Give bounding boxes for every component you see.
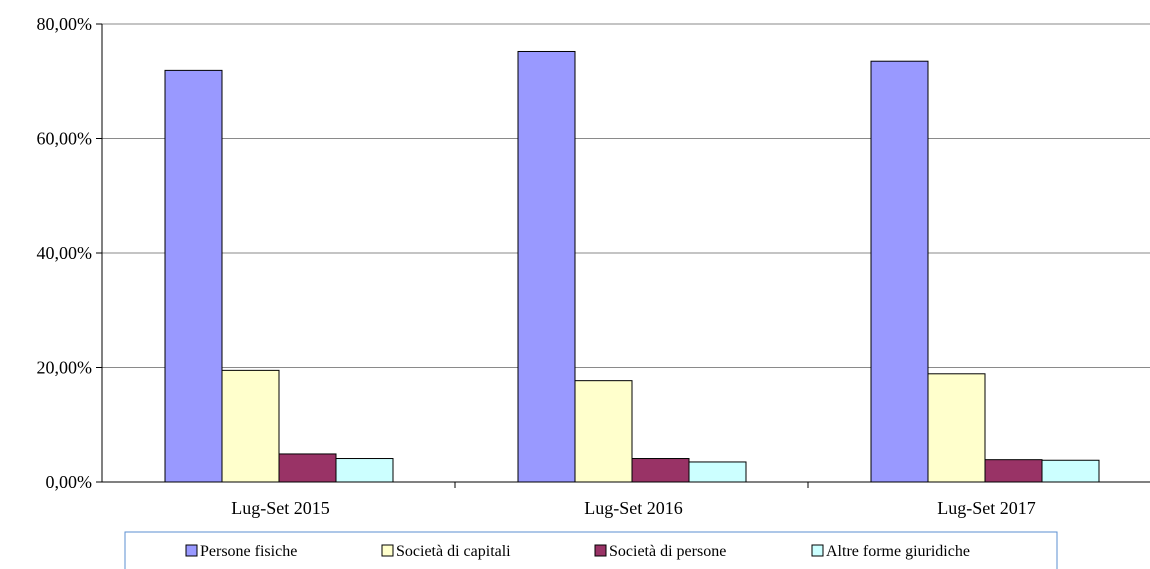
legend-swatch [381, 544, 394, 557]
bar-persone-fisiche-0 [164, 69, 223, 483]
bar-societ-di-persone-0 [278, 453, 337, 483]
bar-persone-fisiche-2 [870, 60, 929, 483]
legend-label: Persone fisiche [200, 543, 297, 560]
y-tick-label: 80,00% [37, 14, 93, 34]
y-axis: 0,00% 20,00% 40,00% 60,00% 80,00% [37, 14, 103, 492]
x-tick-label: Lug-Set 2015 [231, 498, 330, 518]
gridlines [102, 23, 1150, 368]
bar-altre-forme-giuridiche-1 [688, 461, 747, 483]
bar-persone-fisiche-1 [517, 50, 576, 483]
y-tick-label: 20,00% [37, 358, 93, 378]
bar-societ-di-capitali-0 [221, 369, 280, 483]
x-tick-label: Lug-Set 2017 [937, 498, 1036, 518]
y-tick-label: 60,00% [37, 129, 93, 149]
bar-societ-di-persone-1 [631, 458, 690, 483]
legend-swatch [811, 544, 824, 557]
bars [164, 50, 1100, 483]
bar-altre-forme-giuridiche-0 [335, 458, 394, 483]
y-tick-label: 40,00% [37, 243, 93, 263]
bar-altre-forme-giuridiche-2 [1041, 459, 1100, 483]
legend-label: Altre forme giuridiche [826, 543, 970, 560]
legend-swatch [594, 544, 607, 557]
bar-societ-di-capitali-1 [574, 380, 633, 483]
bar-societ-di-capitali-2 [927, 373, 986, 483]
legend-label: Società di capitali [396, 543, 511, 560]
x-tick-label: Lug-Set 2016 [584, 498, 683, 518]
legend-swatch [185, 544, 198, 557]
y-tick-label: 0,00% [46, 472, 93, 492]
legend-label: Società di persone [609, 543, 726, 560]
x-axis: Lug-Set 2015 Lug-Set 2016 Lug-Set 2017 [102, 481, 1150, 518]
bar-societ-di-persone-2 [984, 459, 1043, 483]
legend-box [124, 531, 1058, 569]
legend: Persone fisiche Società di capitali Societ… [124, 531, 1058, 569]
